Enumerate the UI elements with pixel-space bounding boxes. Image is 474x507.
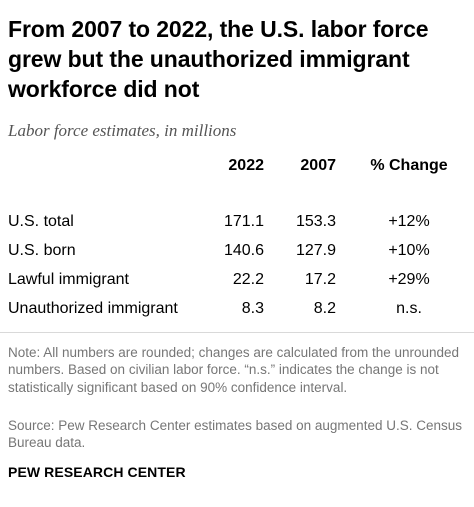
row-label: Lawful immigrant bbox=[8, 271, 129, 288]
value-change: +29% bbox=[388, 271, 430, 288]
column-header-2007: 2007 bbox=[300, 157, 336, 174]
value-change: +12% bbox=[388, 213, 430, 230]
brand-logo: PEW RESEARCH CENTER bbox=[8, 464, 186, 480]
value-2022: 140.6 bbox=[223, 242, 264, 259]
value-change: n.s. bbox=[396, 300, 422, 317]
value-2022: 8.3 bbox=[241, 300, 264, 317]
chart-note: Note: All numbers are rounded; changes a… bbox=[8, 345, 460, 395]
value-2007: 8.2 bbox=[313, 300, 336, 317]
value-change: +10% bbox=[388, 242, 430, 259]
chart-title: From 2007 to 2022, the U.S. labor force … bbox=[8, 16, 429, 102]
row-label: Unauthorized immigrant bbox=[8, 300, 178, 317]
chart-subtitle: Labor force estimates, in millions bbox=[8, 121, 237, 140]
value-2007: 127.9 bbox=[295, 242, 336, 259]
row-label: U.S. total bbox=[8, 213, 74, 230]
chart-source: Source: Pew Research Center estimates ba… bbox=[8, 418, 462, 451]
value-2022: 22.2 bbox=[232, 271, 264, 288]
column-header-change: % Change bbox=[370, 157, 448, 174]
row-label: U.S. born bbox=[8, 242, 76, 259]
divider bbox=[0, 332, 474, 333]
value-2007: 153.3 bbox=[295, 213, 336, 230]
value-2022: 171.1 bbox=[223, 213, 264, 230]
value-2007: 17.2 bbox=[304, 271, 336, 288]
column-header-2022: 2022 bbox=[228, 157, 264, 174]
